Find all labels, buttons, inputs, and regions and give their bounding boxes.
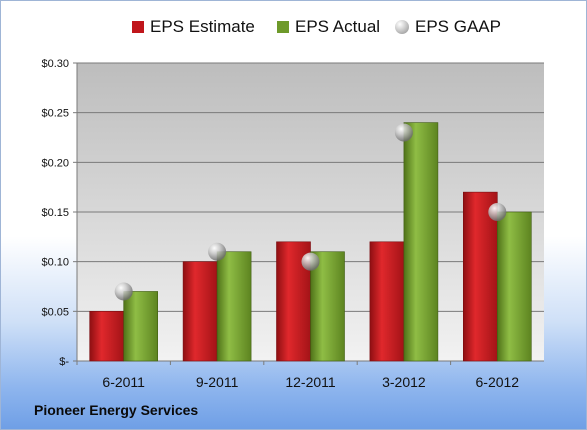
x-category-label: 3-2012 <box>382 374 426 390</box>
legend-item-eps-actual: EPS Actual <box>277 17 380 37</box>
bar-eps-estimate <box>369 241 405 362</box>
y-tick-label: $0.25 <box>41 108 69 120</box>
bar-eps-estimate <box>182 261 218 362</box>
legend-label-estimate: EPS Estimate <box>150 17 255 36</box>
marker-eps-gaap <box>488 203 507 221</box>
y-tick-label: $0.10 <box>41 257 69 269</box>
y-tick-label: $0.15 <box>41 207 69 219</box>
x-category-label: 9-2011 <box>196 374 239 390</box>
bar-eps-actual <box>403 122 439 362</box>
legend-label-gaap: EPS GAAP <box>415 17 501 36</box>
x-category-label: 6-2012 <box>476 374 520 390</box>
y-tick-label: $0.20 <box>41 157 69 169</box>
y-tick-label: $- <box>59 356 69 368</box>
marker-eps-gaap <box>301 252 320 271</box>
chart-legend: EPS Estimate EPS Actual EPS GAAP <box>1 17 586 43</box>
bar-eps-actual <box>496 211 532 362</box>
y-tick-label: $0.05 <box>41 306 69 318</box>
company-name: Pioneer Energy Services <box>34 402 199 418</box>
marker-eps-gaap <box>114 282 133 301</box>
x-category-label: 6-2011 <box>102 374 145 390</box>
legend-marker-gaap <box>395 20 409 34</box>
bar-eps-actual <box>310 251 345 362</box>
legend-label-actual: EPS Actual <box>295 17 381 36</box>
bar-eps-estimate <box>89 311 124 362</box>
legend-swatch-estimate <box>132 21 144 33</box>
y-tick-label: $0.30 <box>41 58 69 70</box>
legend-item-eps-estimate: EPS Estimate <box>132 17 255 37</box>
bar-eps-estimate <box>462 191 498 362</box>
bar-eps-actual <box>216 251 252 362</box>
marker-eps-gaap <box>394 123 413 142</box>
bar-eps-actual <box>123 291 158 362</box>
legend-item-eps-gaap: EPS GAAP <box>395 17 501 37</box>
marker-eps-gaap <box>208 242 227 261</box>
legend-swatch-actual <box>277 21 289 33</box>
x-category-label: 12-2011 <box>285 374 336 390</box>
